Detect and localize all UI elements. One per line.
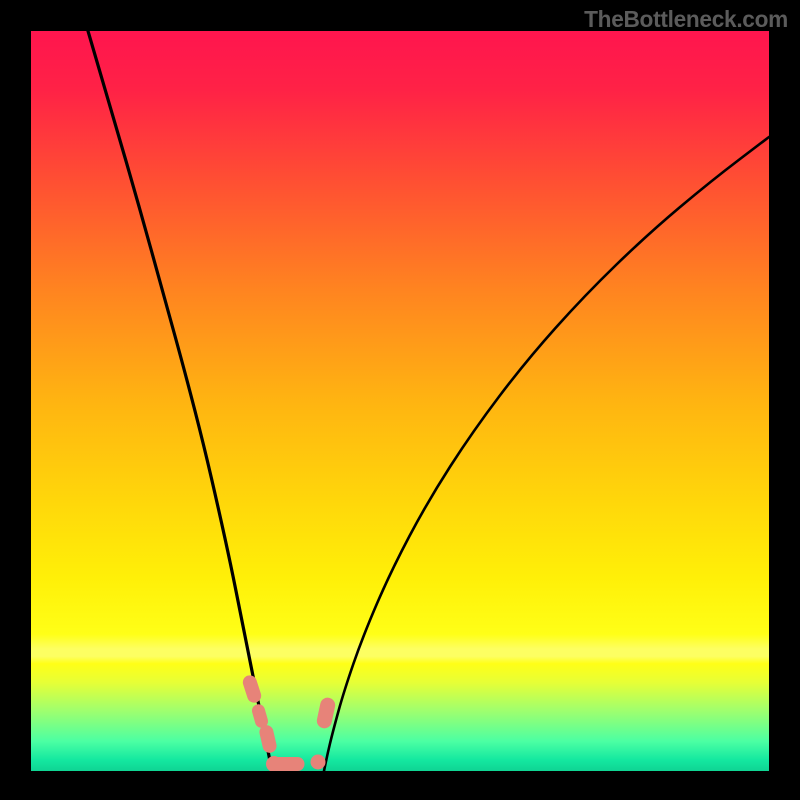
marker — [311, 755, 326, 770]
marker — [241, 674, 263, 705]
plot-curves — [31, 31, 769, 771]
left-curve — [88, 31, 273, 771]
notch-markers — [241, 674, 337, 771]
watermark-label: TheBottleneck.com — [584, 6, 788, 33]
right-curve — [324, 137, 769, 771]
chart-frame: TheBottleneck.com — [0, 0, 800, 800]
marker — [258, 724, 278, 754]
marker — [315, 696, 336, 729]
plot-area — [31, 31, 769, 771]
marker — [272, 757, 305, 771]
